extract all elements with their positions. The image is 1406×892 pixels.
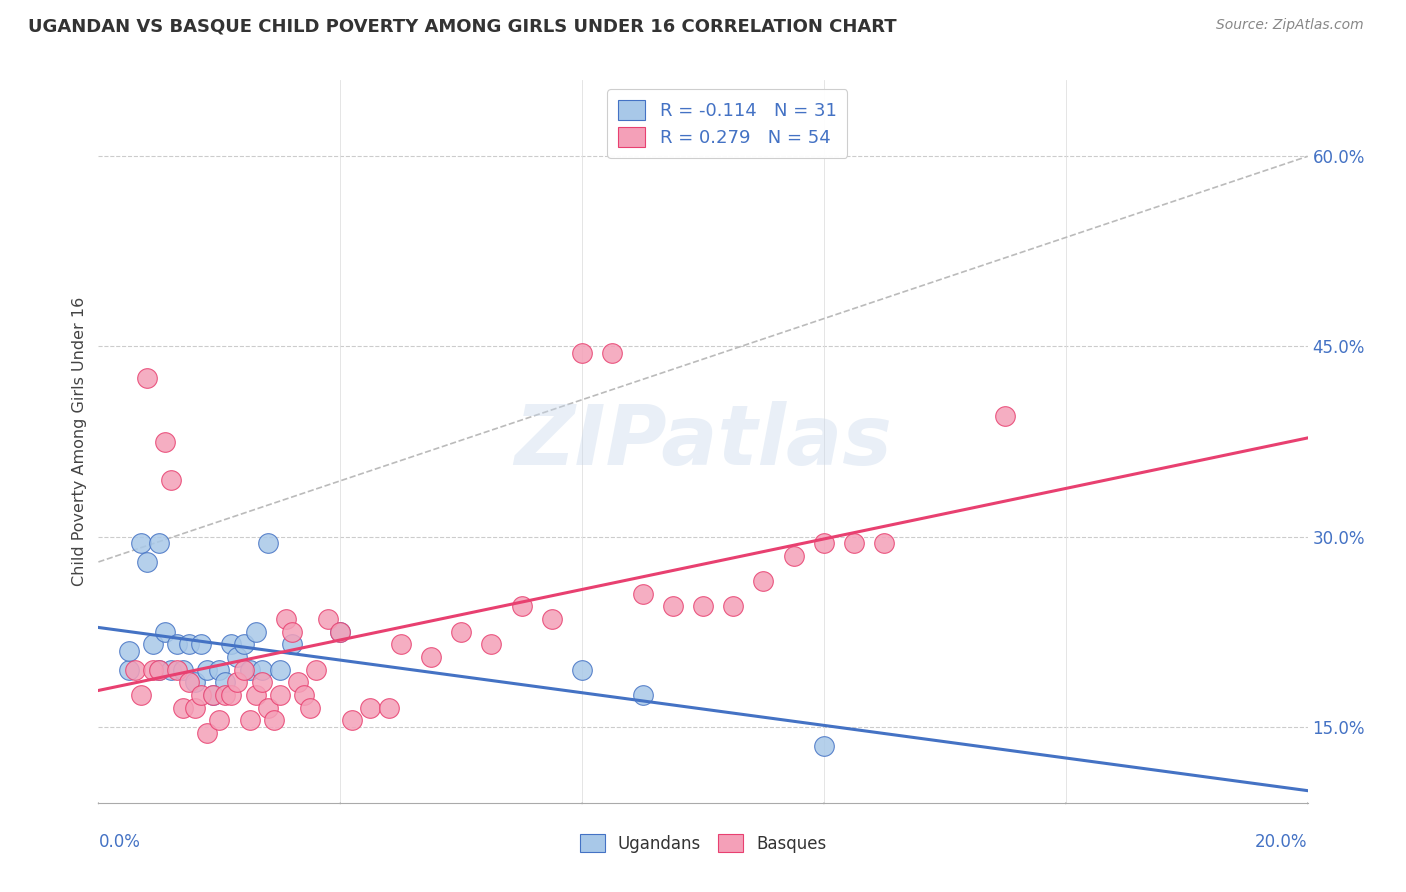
Point [250, 663, 273, 677]
Point [844, 536, 866, 550]
Point [263, 714, 285, 728]
Point [172, 700, 194, 714]
Text: 20.0%: 20.0% [1256, 833, 1308, 851]
Point [221, 688, 243, 702]
Point [129, 536, 152, 550]
Point [481, 637, 503, 651]
Point [571, 663, 593, 677]
Point [221, 637, 243, 651]
Point [274, 612, 297, 626]
Point [135, 371, 157, 385]
Text: Source: ZipAtlas.com: Source: ZipAtlas.com [1216, 18, 1364, 32]
Point [752, 574, 775, 588]
Point [208, 663, 231, 677]
Text: 0.0%: 0.0% [98, 833, 141, 851]
Point [135, 555, 157, 569]
Point [723, 599, 745, 614]
Point [214, 675, 236, 690]
Point [305, 663, 328, 677]
Point [195, 726, 218, 740]
Point [292, 688, 315, 702]
Point [540, 612, 562, 626]
Point [190, 688, 212, 702]
Text: UGANDAN VS BASQUE CHILD POVERTY AMONG GIRLS UNDER 16 CORRELATION CHART: UGANDAN VS BASQUE CHILD POVERTY AMONG GI… [28, 18, 897, 36]
Point [148, 663, 170, 677]
Point [269, 688, 291, 702]
Point [232, 637, 254, 651]
Point [329, 624, 352, 639]
Point [239, 714, 262, 728]
Point [256, 700, 278, 714]
Point [994, 409, 1017, 424]
Point [269, 663, 291, 677]
Point [631, 587, 654, 601]
Point [450, 624, 472, 639]
Point [360, 700, 382, 714]
Point [179, 675, 201, 690]
Point [250, 675, 273, 690]
Point [129, 688, 152, 702]
Point [245, 688, 267, 702]
Point [783, 549, 806, 563]
Point [420, 650, 443, 665]
Point [316, 612, 339, 626]
Point [195, 663, 218, 677]
Point [166, 663, 188, 677]
Point [256, 536, 278, 550]
Point [232, 663, 254, 677]
Point [172, 663, 194, 677]
Point [389, 637, 412, 651]
Point [153, 434, 176, 449]
Y-axis label: Child Poverty Among Girls Under 16: Child Poverty Among Girls Under 16 [72, 297, 87, 586]
Point [510, 599, 533, 614]
Point [281, 637, 304, 651]
Point [692, 599, 714, 614]
Point [160, 473, 183, 487]
Point [661, 599, 683, 614]
Point [153, 624, 176, 639]
Point [245, 624, 267, 639]
Point [118, 663, 141, 677]
Point [160, 663, 183, 677]
Point [190, 637, 212, 651]
Point [813, 536, 835, 550]
Legend: Ugandans, Basques: Ugandans, Basques [572, 828, 834, 860]
Point [813, 739, 835, 753]
Point [602, 346, 624, 360]
Point [299, 700, 322, 714]
Point [873, 536, 896, 550]
Point [226, 675, 249, 690]
Text: ZIPatlas: ZIPatlas [515, 401, 891, 482]
Point [287, 675, 309, 690]
Point [202, 688, 225, 702]
Point [148, 536, 170, 550]
Point [184, 675, 207, 690]
Point [329, 624, 352, 639]
Point [118, 643, 141, 657]
Point [571, 346, 593, 360]
Point [342, 714, 364, 728]
Point [281, 624, 304, 639]
Point [124, 663, 146, 677]
Point [142, 637, 165, 651]
Point [214, 688, 236, 702]
Point [184, 700, 207, 714]
Point [166, 637, 188, 651]
Point [226, 650, 249, 665]
Point [631, 688, 654, 702]
Point [142, 663, 165, 677]
Point [239, 663, 262, 677]
Point [208, 714, 231, 728]
Point [377, 700, 399, 714]
Point [148, 663, 170, 677]
Point [179, 637, 201, 651]
Point [202, 688, 225, 702]
